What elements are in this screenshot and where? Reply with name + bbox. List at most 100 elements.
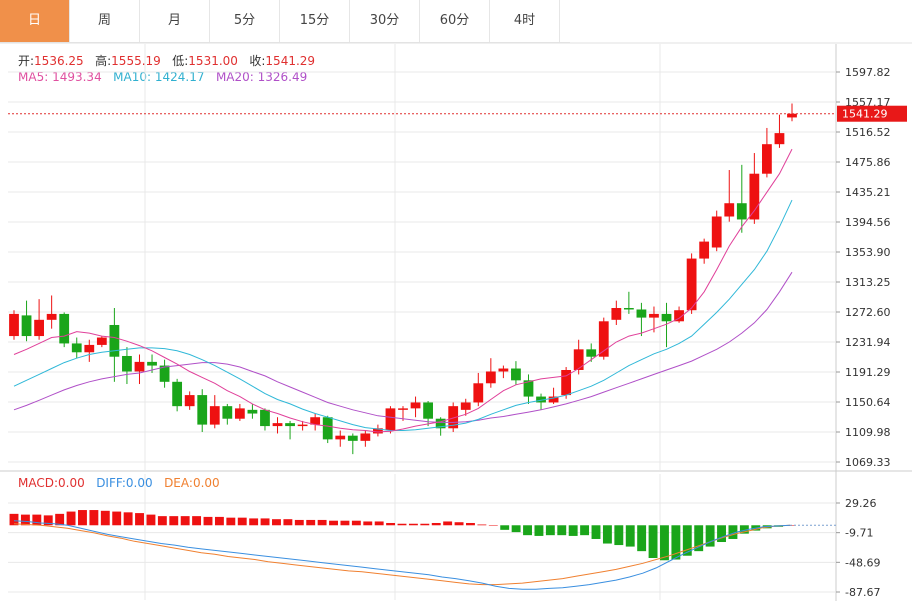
candle-body [209, 406, 220, 425]
open-label: 开: [18, 54, 35, 68]
candle-body [636, 309, 647, 318]
macd-tick-label: -48.69 [845, 556, 880, 569]
ohlc-readout: 开:1536.25 高:1555.19 低:1531.00 收:1541.29 [18, 52, 315, 69]
tab-3[interactable]: 5分 [210, 0, 280, 42]
current-price-tag [837, 105, 907, 122]
macd-bar [625, 525, 635, 547]
macd-bar [249, 518, 259, 526]
candle-body [285, 423, 295, 427]
candle-body [297, 424, 308, 427]
candle-body [498, 368, 509, 372]
candle-body [122, 355, 132, 372]
ma5-line [13, 148, 793, 433]
macd-bar [682, 525, 692, 556]
macd-bar [20, 514, 30, 526]
candle-body [96, 337, 107, 345]
candle-body [762, 144, 772, 174]
diff-value: 0.00 [125, 476, 153, 490]
dea-value: 0.00 [192, 476, 220, 490]
candle-body [134, 361, 145, 372]
macd-bar [306, 519, 316, 526]
macd-bar [443, 521, 453, 526]
macd-bar [340, 520, 350, 526]
macd-bar [180, 516, 190, 526]
diff-line [13, 520, 791, 590]
macd-bar [488, 525, 498, 526]
ma20-value: 1326.49 [257, 70, 308, 84]
macd-bar [580, 525, 590, 536]
candle-body [109, 324, 120, 357]
candle-body [234, 408, 245, 419]
price-tick-label: 1150.64 [845, 396, 891, 409]
candle-body [21, 315, 32, 337]
macd-bar [568, 525, 578, 536]
diff-label: DIFF: [96, 476, 126, 490]
tab-5[interactable]: 30分 [350, 0, 420, 42]
dea-label: DEA: [164, 476, 193, 490]
macd-tick-label: -9.71 [845, 527, 873, 540]
candle-body [423, 402, 433, 419]
macd-bar [157, 516, 167, 526]
candle-body [184, 395, 195, 407]
macd-bar [283, 519, 293, 526]
candle-body [247, 409, 258, 414]
macd-tick-label: -87.67 [845, 586, 880, 599]
macd-bar [260, 518, 270, 526]
current-price-label: 1541.29 [842, 108, 888, 121]
macd-bar [420, 523, 430, 526]
macd-bar [660, 525, 669, 561]
candle-body [774, 133, 785, 145]
macd-bar [739, 525, 749, 534]
candle-body [335, 435, 346, 440]
tab-6[interactable]: 60分 [420, 0, 490, 42]
close-label: 收: [249, 54, 266, 68]
macd-bar [329, 520, 338, 526]
price-tick-label: 1516.52 [845, 126, 891, 139]
macd-bar [705, 525, 715, 547]
candle-body [724, 203, 735, 217]
price-tick-label: 1272.60 [845, 306, 891, 319]
macd-bar [397, 523, 407, 526]
tab-4[interactable]: 15分 [280, 0, 350, 42]
candle-body [711, 216, 722, 248]
macd-bar [351, 520, 361, 526]
macd-bar [203, 516, 213, 526]
candle-body [460, 402, 471, 410]
candle-body [523, 380, 534, 397]
candle-body [385, 408, 396, 431]
low-value: 1531.00 [188, 54, 238, 68]
macd-bar [454, 522, 464, 526]
macd-bar [431, 522, 441, 526]
macd-bar [89, 510, 99, 526]
macd-bar [614, 525, 624, 546]
candle-body [787, 113, 797, 118]
candle-body [473, 383, 484, 403]
macd-bar [523, 525, 532, 536]
macd-bar [214, 516, 224, 526]
tab-1[interactable]: 周 [70, 0, 140, 42]
candle-body [674, 310, 684, 322]
candle-body [272, 423, 283, 427]
macd-bar [9, 513, 19, 526]
tab-2[interactable]: 月 [140, 0, 210, 42]
macd-bar [386, 522, 396, 526]
candle-body [310, 417, 321, 425]
macd-bar [500, 525, 510, 530]
low-label: 低: [172, 54, 189, 68]
price-tick-label: 1191.29 [845, 366, 891, 379]
macd-bar [511, 525, 521, 533]
macd-bar [146, 514, 156, 526]
ma20-label: MA20: [215, 70, 254, 84]
macd-bar [112, 511, 122, 526]
tab-7[interactable]: 4时 [490, 0, 560, 42]
macd-tick-label: 29.26 [845, 497, 877, 510]
candle-body [448, 406, 459, 429]
candle-body [34, 319, 44, 337]
tab-0[interactable]: 日 [0, 0, 70, 42]
price-tick-label: 1394.56 [845, 216, 891, 229]
candle-body [435, 418, 446, 429]
candle-body [586, 349, 597, 357]
candle-body [46, 313, 57, 320]
macd-bar [78, 510, 87, 526]
